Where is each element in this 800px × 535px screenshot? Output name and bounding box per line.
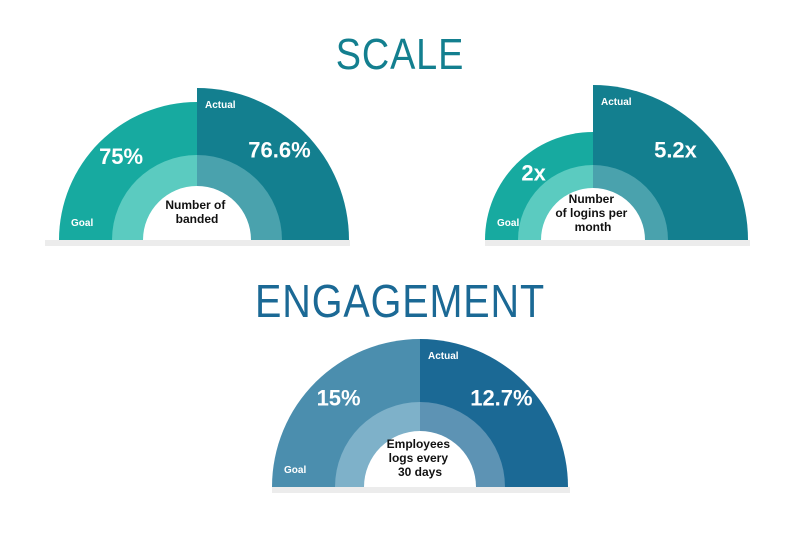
center-label-line: 30 days [398,465,442,479]
engagement-title: ENGAGEMENT [255,275,545,327]
center-label-line: banded [176,212,219,226]
goal-label: Goal [497,218,519,229]
goal-value-label: 2x [521,161,546,186]
actual-label: Actual [428,351,459,362]
actual-value-label: 5.2x [654,138,698,163]
center-hub [364,431,476,487]
scale-title: SCALE [335,30,465,79]
actual-label: Actual [601,97,632,108]
goal-label: Goal [284,465,306,476]
gauge-shadow [45,240,350,246]
gauge-employees-logs: 15% 12.7% Goal Actual Employees logs eve… [272,339,570,493]
center-label-line: Number [569,192,615,206]
center-label: Employees logs every 30 days [387,437,454,479]
gauge-shadow [485,240,750,246]
center-label-line: Number of [165,198,226,212]
actual-label: Actual [205,100,236,111]
center-label-line: Employees [387,437,451,451]
center-label-line: month [575,220,612,234]
center-label: Number of banded [165,198,228,226]
center-label-line: logs every [389,451,449,465]
gauge-shadow [272,487,570,493]
center-hub [541,188,645,240]
goal-value-label: 15% [317,386,361,411]
center-label-line: of logins per [555,206,627,220]
goal-label: Goal [71,218,93,229]
gauge-logins-per-month: 2x 5.2x Goal Actual Number of logins per… [485,85,750,246]
gauge-number-of-banded: 75% 76.6% Goal Actual Number of banded [45,88,350,246]
goal-value-label: 75% [99,144,143,169]
actual-value-label: 12.7% [470,386,532,411]
center-label: Number of logins per month [555,192,630,234]
actual-value-label: 76.6% [248,138,310,163]
center-hub [143,186,251,240]
